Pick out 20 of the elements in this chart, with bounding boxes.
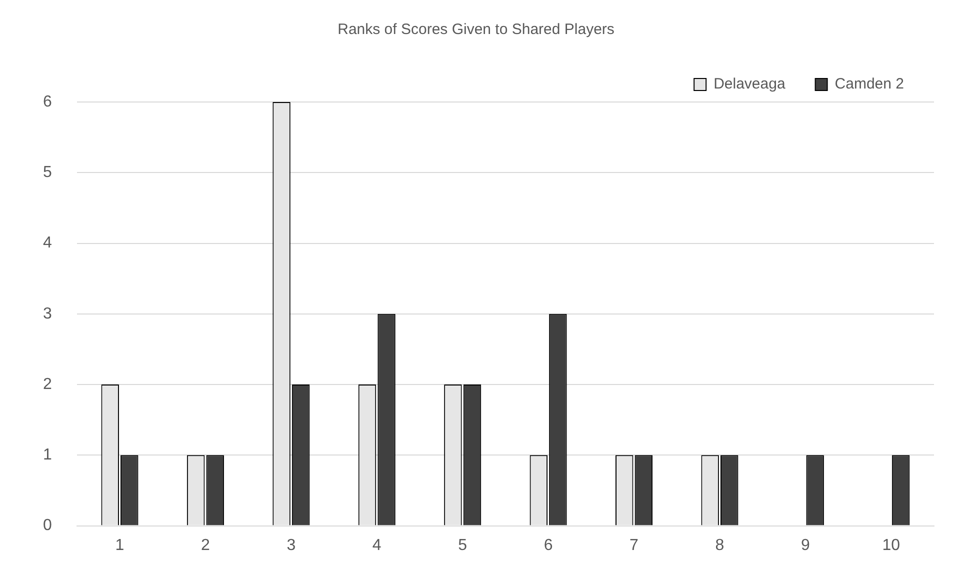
- y-tick-label: 3: [42, 305, 52, 322]
- x-tick-label: 1: [115, 536, 124, 554]
- chart-title: Ranks of Scores Given to Shared Players: [338, 21, 614, 38]
- x-tick-label: 10: [882, 536, 900, 554]
- x-tick-label: 8: [715, 536, 724, 554]
- y-tick-label: 1: [42, 446, 52, 464]
- y-tick-label: 0: [42, 517, 52, 534]
- y-tick-label: 4: [42, 234, 52, 252]
- x-tick-label: 3: [286, 536, 296, 554]
- x-tick-label: 7: [630, 536, 639, 554]
- y-tick-label: 5: [42, 164, 52, 182]
- x-tick-label: 5: [458, 536, 468, 554]
- x-tick-label: 2: [201, 536, 210, 554]
- x-tick-label: 9: [800, 536, 810, 554]
- y-tick-label: 6: [42, 93, 52, 110]
- y-tick-label: 2: [42, 376, 52, 393]
- x-tick-label: 4: [372, 536, 382, 554]
- legend-label: Delaveaga: [714, 76, 786, 93]
- x-tick-label: 6: [544, 536, 553, 554]
- legend-label: Camden 2: [834, 76, 904, 93]
